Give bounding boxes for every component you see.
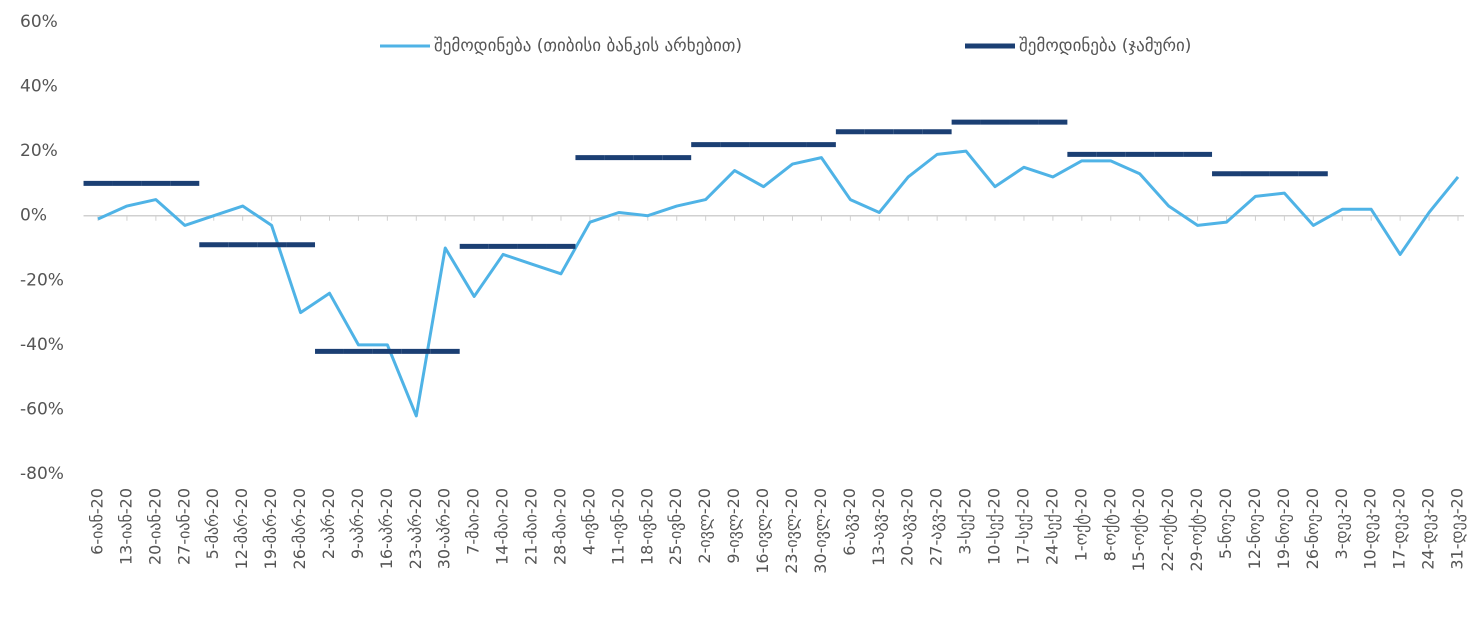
x-tick-label: 7-მაი-20 [464, 488, 483, 555]
x-tick-label: 6-იან-20 [88, 488, 107, 555]
x-tick-label: 6-აგვ-20 [840, 488, 859, 556]
y-tick-label: 0% [20, 206, 47, 226]
x-tick-label: 11-ივნ-20 [608, 488, 627, 565]
x-tick-label: 10-დეკ-20 [1361, 488, 1380, 570]
x-tick-label: 28-მაი-20 [550, 488, 569, 565]
y-tick-label: -40% [20, 335, 64, 355]
x-tick-label: 20-აგვ-20 [898, 488, 917, 566]
x-tick-label: 2-ივლ-20 [695, 488, 714, 564]
legend-label: შემოდინება (ჯამური) [1019, 36, 1191, 56]
x-tick-label: 17-დეკ-20 [1390, 488, 1409, 570]
x-tick-label: 26-ნოე-20 [1303, 488, 1322, 569]
y-tick-label: 40% [20, 77, 58, 97]
x-tick-label: 9-აპრ-20 [348, 488, 367, 559]
x-tick-label: 27-აგვ-20 [927, 488, 946, 566]
x-tick-label: 1-ოქტ-20 [1071, 488, 1090, 561]
x-tick-label: 14-მაი-20 [493, 488, 512, 565]
x-tick-label: 15-ოქტ-20 [1129, 488, 1148, 572]
x-tick-label: 30-აპრ-20 [435, 488, 454, 569]
x-tick-label: 16-აპრ-20 [377, 488, 396, 569]
x-tick-label: 19-ნოე-20 [1274, 488, 1293, 569]
x-tick-label: 22-ოქტ-20 [1158, 488, 1177, 572]
y-tick-label: -80% [20, 464, 64, 484]
x-tick-label: 13-იან-20 [116, 488, 135, 565]
x-tick-label: 24-სექ-20 [1042, 488, 1061, 565]
y-tick-label: -20% [20, 270, 64, 290]
x-tick-label: 23-ივლ-20 [782, 488, 801, 574]
x-tick-label: 3-სექ-20 [956, 488, 975, 555]
x-tick-label: 3-დეკ-20 [1332, 488, 1351, 559]
x-tick-label: 2-აპრ-20 [319, 488, 338, 559]
x-tick-label: 31-დეკ-20 [1448, 488, 1467, 570]
x-tick-label: 27-იან-20 [174, 488, 193, 565]
x-tick-label: 19-მარ-20 [261, 488, 280, 569]
y-tick-label: -60% [20, 399, 64, 419]
x-tick-label: 24-დეკ-20 [1419, 488, 1438, 570]
y-tick-label: 20% [20, 141, 58, 161]
x-tick-label: 12-ნოე-20 [1245, 488, 1264, 569]
series-line [97, 149, 1460, 418]
x-tick-label: 16-ივლ-20 [753, 488, 772, 574]
y-tick-label: 60% [20, 12, 58, 32]
x-tick-label: 9-ივლ-20 [724, 488, 743, 564]
x-tick-label: 20-იან-20 [145, 488, 164, 565]
x-tick-label: 26-მარ-20 [290, 488, 309, 569]
x-tick-label: 21-მაი-20 [522, 488, 541, 565]
x-tick-label: 23-აპრ-20 [406, 488, 425, 569]
x-tick-label: 13-აგვ-20 [869, 488, 888, 566]
x-tick-label: 8-ოქტ-20 [1100, 488, 1119, 561]
x-tick-label: 30-ივლ-20 [811, 488, 830, 574]
x-tick-label: 5-მარ-20 [203, 488, 222, 559]
x-tick-label: 18-ივნ-20 [637, 488, 656, 565]
x-tick-label: 12-მარ-20 [232, 488, 251, 569]
x-tick-label: 5-ნოე-20 [1216, 488, 1235, 559]
x-tick-label: 10-სექ-20 [985, 488, 1004, 565]
x-tick-label: 17-სექ-20 [1013, 488, 1032, 565]
x-tick-label: 29-ოქტ-20 [1187, 488, 1206, 572]
x-tick-label: 4-ივნ-20 [579, 488, 598, 555]
legend-label: შემოდინება (თიბისი ბანკის არხებით) [434, 36, 742, 56]
x-tick-label: 25-ივნ-20 [666, 488, 685, 565]
